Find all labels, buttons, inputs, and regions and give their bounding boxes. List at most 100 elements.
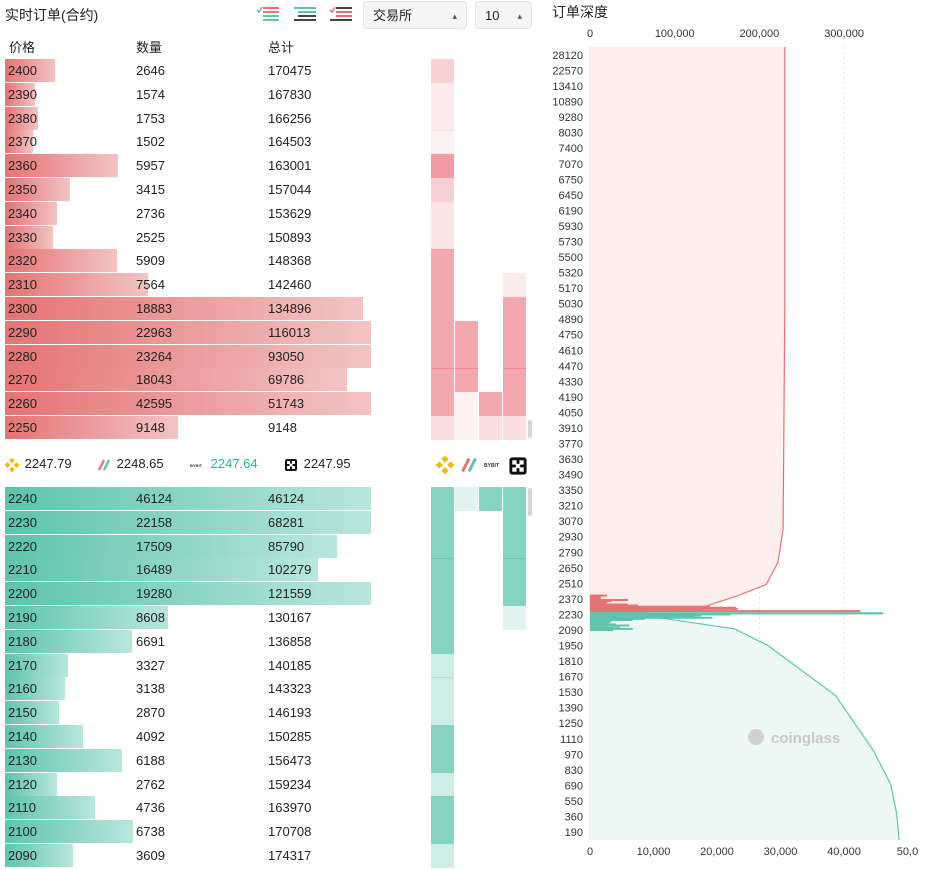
ask-row[interactable]: 2260 42595 51743 <box>0 392 540 416</box>
show-both-sides-icon[interactable] <box>256 5 280 23</box>
heat-cell <box>455 368 478 393</box>
ask-level-bar <box>590 594 607 597</box>
ask-total: 170475 <box>268 63 312 78</box>
ask-row[interactable]: 2330 2525 150893 <box>0 225 540 249</box>
bid-row[interactable]: 2240 46124 46124 <box>0 487 540 510</box>
ask-row[interactable]: 2320 5909 148368 <box>0 249 540 273</box>
bid-total: 174317 <box>268 848 312 863</box>
bid-depth-bar <box>5 534 338 558</box>
heat-cell <box>431 582 454 607</box>
bid-depth-bar <box>5 748 123 772</box>
exchange-price-okx: 2247.95 <box>284 456 351 472</box>
bid-row[interactable]: 2220 17509 85790 <box>0 534 540 558</box>
ask-depth-bar <box>5 178 70 201</box>
depth-chart: 0 100,000 200,000 300,000 0 10,000 20,000 30,00… <box>552 28 918 858</box>
bid-row[interactable]: 2230 22158 68281 <box>0 510 540 534</box>
ask-level-bar <box>590 604 639 607</box>
bottom-axis-tick: 30,000 <box>764 846 798 858</box>
exchange-price-binance: 2247.79 <box>4 456 72 472</box>
ask-row[interactable]: 2310 7564 142460 <box>0 273 540 297</box>
heat-cell <box>431 225 454 250</box>
heat-cell <box>431 629 454 654</box>
watermark-text: coinglass <box>771 730 840 747</box>
price-axis-tick: 1250 <box>559 718 583 730</box>
price-axis-tick: 3350 <box>559 485 583 497</box>
bid-row[interactable]: 2110 4736 163970 <box>0 796 540 820</box>
ask-quantity: 1502 <box>136 134 165 150</box>
bid-quantity: 4092 <box>136 729 165 744</box>
bid-row[interactable]: 2130 6188 156473 <box>0 748 540 772</box>
ask-row[interactable]: 2250 9148 9148 <box>0 416 540 439</box>
bid-row[interactable]: 2200 19280 121559 <box>0 582 540 606</box>
price-axis-tick: 3910 <box>559 423 583 435</box>
bid-row[interactable]: 2160 3138 143323 <box>0 677 540 701</box>
bid-scrollbar[interactable] <box>528 488 532 516</box>
bid-row[interactable]: 2170 3327 140185 <box>0 653 540 677</box>
ask-row[interactable]: 2300 18883 134896 <box>0 297 540 320</box>
bid-level-bar <box>590 615 695 618</box>
ask-level-bar <box>590 607 738 610</box>
bid-depth-line <box>629 612 900 841</box>
bitget-icon: BYBIT <box>484 463 499 469</box>
bid-level-bar <box>590 614 702 617</box>
ask-row[interactable]: 2290 22963 116013 <box>0 320 540 344</box>
heat-cell <box>431 677 454 702</box>
ask-row[interactable]: 2400 2646 170475 <box>0 59 540 82</box>
ask-total: 93050 <box>268 348 305 364</box>
bid-quantity: 16489 <box>136 562 173 578</box>
ask-row[interactable]: 2350 3415 157044 <box>0 178 540 201</box>
price-axis-tick: 3210 <box>559 501 583 513</box>
price-axis-tick: 550 <box>565 796 583 808</box>
show-asks-icon[interactable] <box>329 5 353 23</box>
bid-quantity: 46124 <box>136 491 173 506</box>
ask-scrollbar[interactable] <box>528 420 532 438</box>
bid-quantity: 3327 <box>136 657 165 673</box>
bid-depth-bar <box>5 820 133 844</box>
bid-row[interactable]: 2120 2762 159234 <box>0 772 540 796</box>
bid-total: 102279 <box>268 562 312 578</box>
svg-text:BYBIT: BYBIT <box>484 463 499 469</box>
ask-total: 150893 <box>268 229 312 245</box>
ask-price: 2330 <box>8 229 37 245</box>
ask-total: 157044 <box>268 182 312 197</box>
price-axis-tick: 5320 <box>559 268 583 280</box>
ask-row[interactable]: 2370 1502 164503 <box>0 130 540 154</box>
heat-cell <box>431 130 454 155</box>
bid-row[interactable]: 2190 8608 130167 <box>0 606 540 629</box>
ask-row[interactable]: 2360 5957 163001 <box>0 154 540 178</box>
ask-level-bar <box>590 599 628 602</box>
price-axis-tick: 3070 <box>559 516 583 528</box>
price-axis-tick: 1530 <box>559 687 583 699</box>
bid-row[interactable]: 2100 6738 170708 <box>0 820 540 844</box>
bid-quantity: 2870 <box>136 705 165 721</box>
heat-cell <box>503 368 526 393</box>
ask-quantity: 5957 <box>136 158 165 174</box>
show-bids-icon[interactable] <box>293 5 317 23</box>
bid-depth-bar <box>5 582 371 606</box>
ask-row[interactable]: 2390 1574 167830 <box>0 82 540 106</box>
bid-price: 2130 <box>8 752 37 768</box>
bid-level-bar <box>590 621 610 624</box>
bid-row[interactable]: 2180 6691 136858 <box>0 629 540 653</box>
bid-row[interactable]: 2140 4092 150285 <box>0 725 540 748</box>
bid-level-bar <box>590 627 633 630</box>
ask-row[interactable]: 2270 18043 69786 <box>0 368 540 392</box>
bid-depth-bar <box>5 606 169 629</box>
ask-row[interactable]: 2380 1753 166256 <box>0 106 540 130</box>
price-axis-tick: 5930 <box>559 221 583 233</box>
price-axis-tick: 690 <box>565 780 583 792</box>
ask-level-bar <box>590 603 628 606</box>
bid-row[interactable]: 2090 3609 174317 <box>0 844 540 867</box>
bid-depth-bar <box>5 844 74 867</box>
ask-total: 51743 <box>268 396 305 412</box>
heat-cell <box>503 297 526 322</box>
ask-quantity: 5909 <box>136 253 165 269</box>
bid-row[interactable]: 2150 2870 146193 <box>0 701 540 725</box>
depth-select[interactable]: 10 ▴ <box>475 1 532 29</box>
price-axis-tick: 28120 <box>552 50 583 62</box>
exchange-select[interactable]: 交易所 ▴ <box>363 1 467 29</box>
ask-row[interactable]: 2280 23264 93050 <box>0 344 540 368</box>
bid-row[interactable]: 2210 16489 102279 <box>0 558 540 582</box>
ask-depth-bar <box>5 225 53 249</box>
ask-row[interactable]: 2340 2736 153629 <box>0 201 540 225</box>
